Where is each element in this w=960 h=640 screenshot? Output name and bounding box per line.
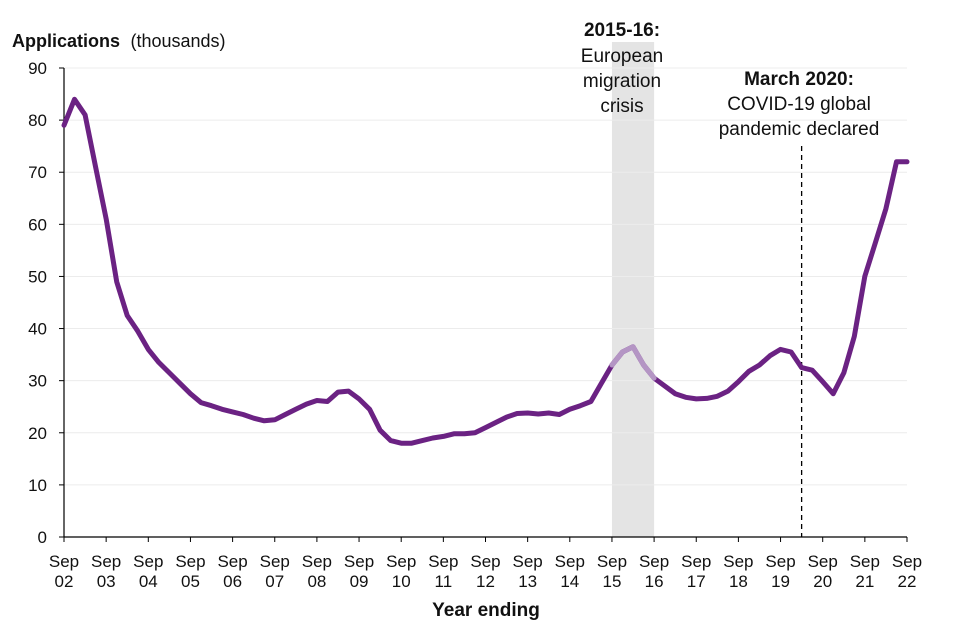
x-tick-label-bottom-20: 20 (813, 572, 832, 591)
x-tick-label-top-05: Sep (175, 552, 205, 571)
y-tick-label-80: 80 (28, 111, 47, 130)
x-tick-label-top-09: Sep (344, 552, 374, 571)
x-tick-label-bottom-17: 17 (687, 572, 706, 591)
x-tick-label-top-12: Sep (470, 552, 500, 571)
y-axis-title-bold: Applications (12, 31, 120, 51)
annotation-crisis-line-2: migration (583, 71, 661, 92)
y-tick-label-10: 10 (28, 476, 47, 495)
annotation-crisis-bold: 2015-16 (584, 20, 654, 41)
x-tick-label-top-22: Sep (892, 552, 922, 571)
x-tick-label-bottom-15: 15 (602, 572, 621, 591)
x-tick-label-bottom-22: 22 (898, 572, 917, 591)
x-tick-label-bottom-08: 08 (307, 572, 326, 591)
x-tick-label-bottom-04: 04 (139, 572, 158, 591)
x-tick-label-bottom-11: 11 (435, 572, 453, 591)
x-tick-label-bottom-06: 06 (223, 572, 242, 591)
x-tick-label-top-20: Sep (808, 552, 838, 571)
x-tick-label-top-14: Sep (555, 552, 585, 571)
x-tick-label-bottom-14: 14 (560, 572, 579, 591)
y-tick-label-20: 20 (28, 424, 47, 443)
y-tick-label-90: 90 (28, 59, 47, 78)
applications-series-line (61, 96, 910, 446)
x-tick-label-top-03: Sep (91, 552, 121, 571)
x-tick-label-bottom-18: 18 (729, 572, 748, 591)
y-axis-ticks: 0 10 20 30 40 50 60 70 80 90 (28, 59, 64, 547)
x-tick-label-top-08: Sep (302, 552, 332, 571)
x-tick-label-bottom-16: 16 (645, 572, 664, 591)
x-tick-label-bottom-19: 19 (771, 572, 790, 591)
x-axis-title: Year ending (432, 600, 540, 621)
y-tick-label-40: 40 (28, 320, 47, 339)
annotation-covid-line-1: COVID-19 global (727, 94, 871, 115)
annotation-crisis-line-3: crisis (600, 96, 643, 117)
x-tick-label-top-11: Sep (428, 552, 458, 571)
x-tick-label-top-17: Sep (681, 552, 711, 571)
y-tick-label-60: 60 (28, 215, 47, 234)
applications-series-highlight-segment (609, 344, 657, 381)
x-tick-label-bottom-03: 03 (97, 572, 116, 591)
y-tick-label-0: 0 (38, 528, 47, 547)
x-tick-label-top-04: Sep (133, 552, 163, 571)
annotation-covid-title: March 2020: (744, 69, 854, 90)
y-tick-label-50: 50 (28, 267, 47, 286)
x-tick-label-bottom-07: 07 (265, 572, 284, 591)
x-tick-label-bottom-21: 21 (855, 572, 874, 591)
x-tick-label-top-06: Sep (217, 552, 247, 571)
y-axis-title: Applications (thousands) (12, 31, 226, 51)
x-tick-label-bottom-09: 09 (350, 572, 369, 591)
x-tick-label-top-13: Sep (513, 552, 543, 571)
x-tick-label-top-21: Sep (850, 552, 880, 571)
y-axis-title-unit: (thousands) (130, 31, 225, 51)
x-tick-label-bottom-13: 13 (518, 572, 537, 591)
x-tick-label-top-02: Sep (49, 552, 79, 571)
x-tick-label-bottom-10: 10 (392, 572, 411, 591)
x-tick-label-top-19: Sep (765, 552, 795, 571)
x-tick-label-top-10: Sep (386, 552, 416, 571)
x-tick-label-top-16: Sep (639, 552, 669, 571)
x-axis-ticks: Sep02Sep03Sep04Sep05Sep06Sep07Sep08Sep09… (49, 537, 922, 591)
annotation-crisis-title: 2015-16: (584, 20, 660, 41)
x-tick-label-top-07: Sep (260, 552, 290, 571)
annotation-crisis-colon: : (654, 20, 660, 41)
y-tick-label-30: 30 (28, 372, 47, 391)
x-tick-label-top-18: Sep (723, 552, 753, 571)
annotation-crisis-line-1: European (581, 46, 663, 67)
x-tick-label-top-15: Sep (597, 552, 627, 571)
migration-crisis-shaded-period (611, 42, 655, 537)
x-tick-label-bottom-05: 05 (181, 572, 200, 591)
annotation-covid-line-2: pandemic declared (719, 119, 880, 140)
x-tick-label-bottom-12: 12 (476, 572, 495, 591)
y-tick-label-70: 70 (28, 163, 47, 182)
x-tick-label-bottom-02: 02 (55, 572, 74, 591)
gridlines (64, 67, 907, 486)
